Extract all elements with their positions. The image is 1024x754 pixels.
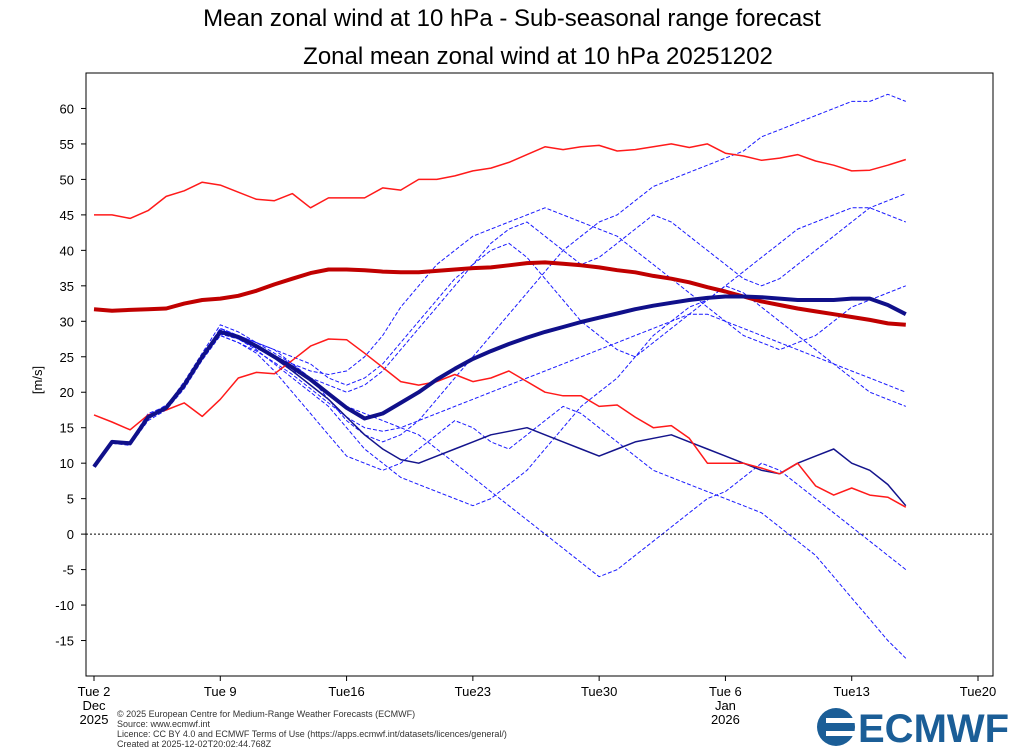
x-year-label: 2025: [80, 712, 109, 727]
x-tick-label: Tue23: [455, 684, 491, 699]
series-line: [94, 143, 907, 220]
series-line: [93, 329, 907, 578]
series-line: [92, 294, 907, 468]
footer-line: Source: www.ecmwf.int: [117, 719, 211, 729]
series-line: [93, 93, 906, 467]
y-tick-label: 20: [60, 385, 74, 400]
series-line: [93, 260, 906, 327]
y-tick-label: 45: [60, 208, 74, 223]
footer-line: © 2025 European Centre for Medium-Range …: [117, 709, 415, 719]
series-line: [93, 207, 906, 467]
series-line: [93, 338, 907, 508]
x-tick-label: Tue13: [834, 684, 870, 699]
y-tick-label: 5: [67, 492, 74, 507]
y-tick-label: 60: [60, 101, 74, 116]
footer-line: Licence: CC BY 4.0 and ECMWF Terms of Us…: [117, 729, 507, 739]
y-tick-label: -10: [55, 598, 74, 613]
y-tick-label: 10: [60, 456, 74, 471]
series-line: [93, 207, 906, 467]
logo-icon: [817, 708, 855, 746]
y-tick-label: 0: [67, 527, 74, 542]
x-tick-label: Tue30: [581, 684, 617, 699]
y-tick-label: 55: [60, 137, 74, 152]
plot-frame: [85, 72, 994, 677]
logo-text: ECMWF: [858, 707, 1009, 751]
series-line: [93, 330, 907, 507]
x-tick-label: Tue 9: [204, 684, 237, 699]
y-tick-label: -5: [62, 563, 74, 578]
x-tick-label: Tue 6: [709, 684, 742, 699]
footer-line: Created at 2025-12-02T20:02:44.768Z: [117, 739, 272, 749]
series-line: [93, 285, 906, 507]
y-tick-label: 50: [60, 172, 74, 187]
logo-stripe: [826, 731, 856, 736]
series-line: [93, 313, 906, 467]
y-tick-label: 15: [60, 421, 74, 436]
x-year-label: 2026: [711, 712, 740, 727]
y-tick-label: 25: [60, 350, 74, 365]
chart-subtitle: Zonal mean zonal wind at 10 hPa 20251202: [303, 43, 773, 70]
logo: ECMWF: [817, 707, 1009, 751]
x-tick-label: Tue16: [328, 684, 364, 699]
y-tick-label: 35: [60, 279, 74, 294]
series-line: [93, 335, 907, 659]
x-month-label: Jan: [715, 698, 736, 713]
x-tick-label: Tue20: [960, 684, 996, 699]
y-tick-label: 40: [60, 243, 74, 258]
plot-area: [92, 93, 907, 659]
x-month-label: Dec: [82, 698, 106, 713]
y-tick-label: -15: [55, 634, 74, 649]
series-line: [93, 193, 906, 467]
y-tick-label: 30: [60, 314, 74, 329]
y-axis-label: [m/s]: [30, 366, 45, 394]
x-tick-label: Tue 2: [78, 684, 111, 699]
chart-title: Mean zonal wind at 10 hPa - Sub-seasonal…: [203, 5, 821, 32]
logo-stripe: [826, 718, 856, 723]
